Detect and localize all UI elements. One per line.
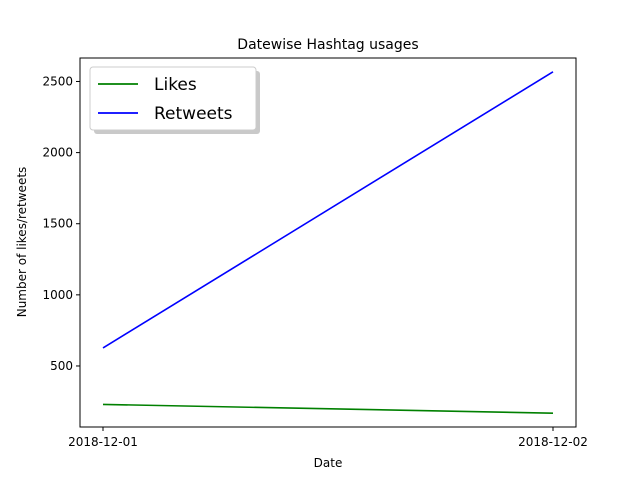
- plot-area: 500 1000 1500 2000 2500 2018-12-01 2018-12-02: [42, 57, 588, 449]
- series-line-likes: [102, 403, 554, 414]
- axes-frame: [79, 57, 577, 428]
- chart-title: Datewise Hashtag usages: [237, 37, 418, 53]
- legend-box: [89, 66, 257, 131]
- legend-label-retweets: Retweets: [154, 104, 233, 124]
- y-tick-label: 1000: [42, 288, 73, 302]
- y-axis: 500 1000 1500 2000 2500: [42, 74, 80, 373]
- y-tick-label: 2000: [42, 146, 73, 160]
- y-axis-label: Number of likes/retweets: [15, 167, 29, 318]
- x-axis-label: Date: [314, 456, 343, 470]
- series-layer: [102, 71, 554, 414]
- legend-label-likes: Likes: [154, 75, 197, 95]
- legend: Likes Retweets: [89, 66, 260, 134]
- x-axis: 2018-12-01 2018-12-02: [68, 427, 588, 449]
- y-tick-label: 500: [50, 359, 73, 373]
- y-tick-label: 1500: [42, 217, 73, 231]
- y-tick-label: 2500: [42, 74, 73, 88]
- x-tick-label: 2018-12-02: [518, 435, 588, 449]
- x-tick-label: 2018-12-01: [68, 435, 138, 449]
- legend-items: Likes Retweets: [98, 75, 233, 124]
- series-line-retweets: [102, 71, 554, 349]
